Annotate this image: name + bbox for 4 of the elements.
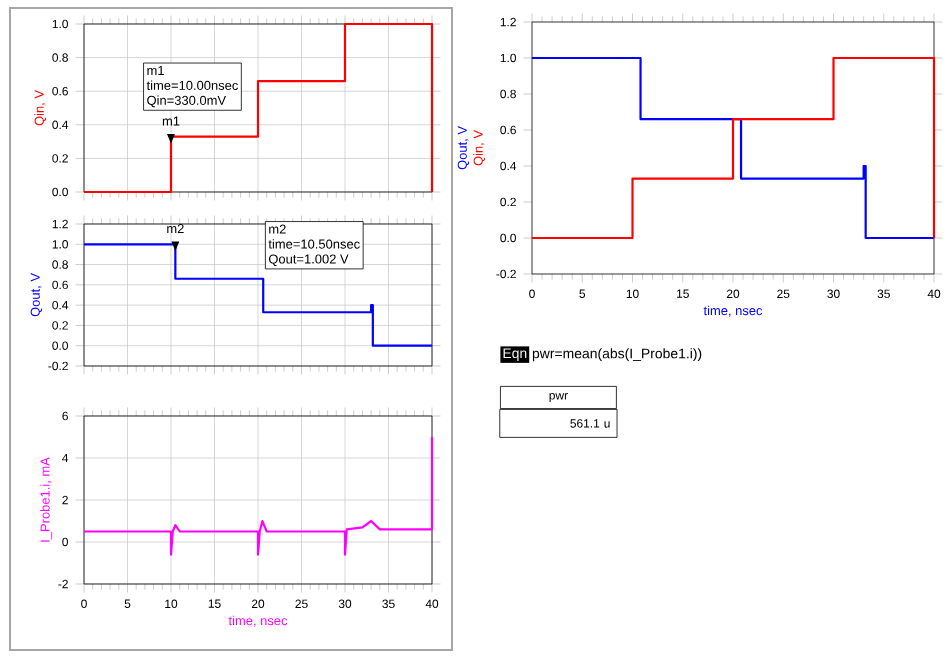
line-series (82, 241, 434, 347)
line-series (82, 435, 434, 556)
line-series (530, 56, 936, 240)
line-series (82, 22, 434, 194)
